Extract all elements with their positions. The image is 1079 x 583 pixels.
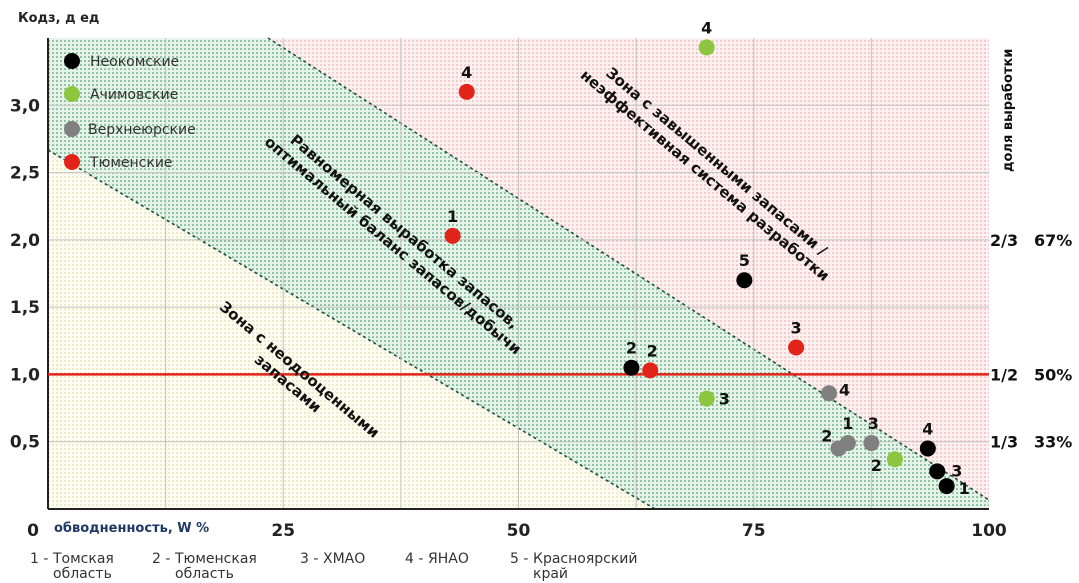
- footnote-number: 2 -: [152, 551, 170, 567]
- point-label: 4: [922, 419, 933, 438]
- point-label: 1: [842, 414, 853, 433]
- point-label: 4: [839, 380, 850, 399]
- point-upper-jurassic: [839, 435, 856, 452]
- right-axis-fraction: 1/3: [990, 433, 1018, 452]
- x-tick-label: 100: [971, 521, 1007, 541]
- y-tick-label: 2,0: [10, 231, 40, 251]
- y-tick-label: 2,5: [10, 164, 40, 184]
- point-label: 2: [647, 341, 658, 360]
- footnote-region: Красноярский: [533, 551, 637, 567]
- legend-label-upper-jurassic: Верхнеюрские: [88, 122, 196, 138]
- legend-label-neocomian: Неокомские: [90, 54, 179, 70]
- point-label: 3: [868, 414, 879, 433]
- footnote-number: 4 -: [405, 551, 423, 567]
- footnote-region: область: [53, 566, 112, 582]
- footnote-region: Томская: [52, 551, 114, 567]
- legend-marker-neocomian: [64, 53, 80, 69]
- footnote-number: 5 -: [510, 551, 528, 567]
- right-axis-labels: 2/3 67% 1/2 50% 1/3 33%: [990, 231, 1072, 452]
- right-axis-fraction: 1/2: [990, 365, 1018, 384]
- x-tick-label: 0: [27, 521, 39, 541]
- point-neocomian: [623, 359, 640, 376]
- point-label: 2: [821, 426, 832, 445]
- legend-label-tyumen: Тюменские: [89, 155, 173, 171]
- right-axis-percent: 33%: [1034, 433, 1072, 452]
- x-axis-label: обводненность, W %: [54, 521, 209, 536]
- point-achimov: [698, 39, 715, 56]
- y-tick-label: 3,0: [10, 96, 40, 116]
- zone-border-upper: [267, 37, 990, 501]
- legend-marker-upper-jurassic: [64, 121, 80, 137]
- point-upper-jurassic: [821, 385, 838, 402]
- right-axis-percent: 67%: [1034, 231, 1072, 250]
- point-neocomian: [736, 272, 753, 289]
- point-label: 3: [719, 390, 730, 409]
- y-tick-label: 0,5: [10, 433, 40, 453]
- x-tick-label: 75: [742, 521, 766, 541]
- point-tyumen: [444, 227, 461, 244]
- y-tick-label: 1,0: [10, 365, 40, 385]
- right-axis-percent: 50%: [1034, 365, 1072, 384]
- footnote-region: ХМАО: [323, 551, 365, 567]
- point-label: 1: [447, 207, 458, 226]
- point-achimov: [698, 390, 715, 407]
- right-axis-title: доля выработки: [1001, 49, 1016, 172]
- point-tyumen: [642, 362, 659, 379]
- point-tyumen: [788, 339, 805, 356]
- axes: 0,51,01,52,02,53,00 25 50 75 100: [10, 38, 1007, 541]
- footnote-region: область: [175, 566, 234, 582]
- point-label: 4: [461, 63, 472, 82]
- legend: Неокомские Ачимовские Верхнеюрские Тюмен…: [64, 53, 196, 171]
- point-label: 3: [791, 319, 802, 338]
- footnote-region: ЯНАО: [428, 551, 469, 567]
- right-axis-fraction: 2/3: [990, 231, 1018, 250]
- footnote-number: 3 -: [300, 551, 318, 567]
- footnote-region: край: [533, 566, 568, 582]
- footnote-number: 1 -: [30, 551, 48, 567]
- point-label: 3: [951, 461, 962, 480]
- point-label: 2: [626, 339, 637, 358]
- legend-marker-tyumen: [64, 154, 80, 170]
- point-label: 4: [701, 18, 712, 37]
- point-tyumen: [458, 83, 475, 100]
- point-upper-jurassic: [863, 435, 880, 452]
- legend-label-achimov: Ачимовские: [90, 87, 178, 103]
- point-neocomian: [919, 440, 936, 457]
- legend-marker-achimov: [64, 86, 80, 102]
- y-axis-label: Кодз, д ед: [18, 11, 99, 26]
- x-tick-label: 25: [271, 521, 295, 541]
- y-tick-label: 1,5: [10, 298, 40, 318]
- footnote-region: Тюменская: [174, 551, 257, 567]
- point-label: 5: [739, 251, 750, 270]
- point-achimov: [886, 451, 903, 468]
- x-tick-label: 50: [507, 521, 531, 541]
- point-neocomian: [938, 478, 955, 495]
- point-neocomian: [929, 463, 946, 480]
- point-label: 2: [871, 456, 882, 475]
- point-label: 1: [959, 479, 970, 498]
